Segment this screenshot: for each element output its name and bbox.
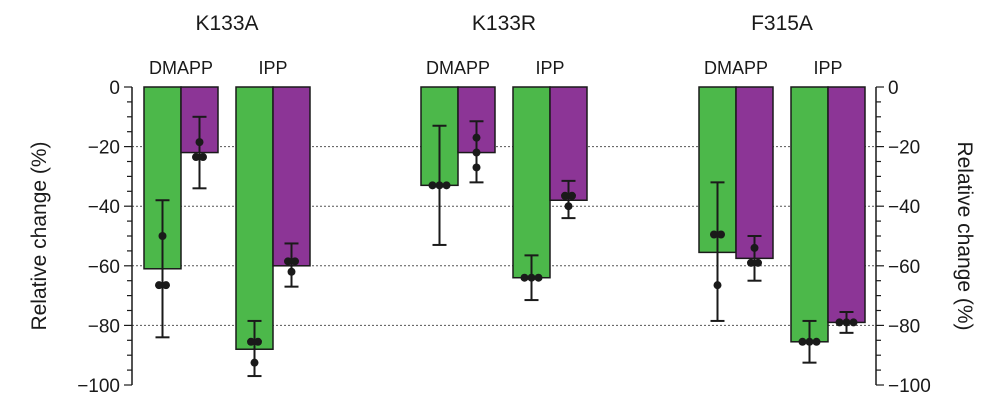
group-title: K133A: [195, 12, 258, 35]
data-point: [435, 181, 444, 190]
data-point: [835, 318, 844, 327]
y-tick-label-right: −20: [888, 138, 920, 159]
bar: [272, 86, 311, 267]
data-point: [291, 257, 299, 266]
y-axis-title-right: Relative change (%): [953, 141, 976, 330]
data-point: [842, 318, 851, 327]
axes: 0 0 −20 −20 −40 −40 −60 −60 −80 −80 −100 −100: [77, 78, 931, 397]
data-point: [754, 258, 762, 267]
data-point: [472, 148, 481, 157]
data-point: [287, 267, 296, 276]
y-tick-label-left: −80: [88, 316, 120, 337]
y-tick-label-left: −100: [77, 376, 120, 397]
bar: [827, 86, 866, 324]
y-tick-label-left: −20: [88, 138, 120, 159]
data-point: [442, 181, 451, 190]
y-tick-label-right: −60: [888, 257, 920, 278]
data-point: [428, 181, 437, 190]
y-axis-title-left: Relative change (%): [28, 141, 51, 330]
data-point: [158, 232, 167, 240]
data-point: [710, 230, 718, 239]
data-point: [472, 163, 481, 172]
data-point: [527, 273, 536, 282]
substrate-label: IPP: [813, 58, 842, 78]
data-point: [812, 337, 821, 346]
bars: [143, 86, 866, 378]
y-tick-label-right: −40: [888, 197, 920, 218]
data-point: [564, 202, 573, 211]
substrate-label: DMAPP: [426, 58, 490, 78]
data-point: [162, 281, 170, 290]
data-point: [520, 273, 529, 282]
data-point: [750, 243, 759, 252]
group-title: F315A: [751, 12, 813, 35]
group-labels: K133A DMAPP IPP K133R DMAPP IPP F315A DMAPP IPP: [149, 12, 843, 78]
data-point: [561, 191, 569, 200]
bar: [235, 86, 274, 350]
data-point: [713, 281, 722, 290]
data-point: [472, 133, 481, 142]
substrate-label: DMAPP: [704, 58, 768, 78]
substrate-label: IPP: [258, 58, 287, 78]
y-tick-label-right: 0: [888, 78, 899, 99]
data-point: [155, 281, 163, 290]
y-tick-label-left: −40: [88, 197, 120, 218]
y-tick-label-right: −100: [888, 376, 931, 397]
data-point: [568, 191, 576, 200]
substrate-label: IPP: [535, 58, 564, 78]
data-point: [284, 257, 292, 266]
data-point: [534, 273, 543, 282]
bar: [512, 86, 551, 279]
y-tick-label-left: −60: [88, 257, 120, 278]
data-point: [798, 337, 807, 346]
data-point: [195, 138, 204, 147]
data-point: [717, 230, 725, 239]
y-tick-label-right: −80: [888, 316, 920, 337]
bar: [735, 86, 774, 260]
data-point: [805, 337, 814, 346]
data-point: [747, 258, 755, 267]
group-title: K133R: [472, 12, 536, 35]
y-tick-label-left: 0: [109, 78, 120, 99]
data-point: [247, 337, 255, 346]
data-point: [250, 358, 259, 367]
data-point: [849, 318, 858, 327]
substrate-label: DMAPP: [149, 58, 213, 78]
data-point: [199, 153, 207, 162]
data-point: [192, 153, 200, 162]
data-point: [254, 337, 262, 346]
bar: [790, 86, 829, 343]
